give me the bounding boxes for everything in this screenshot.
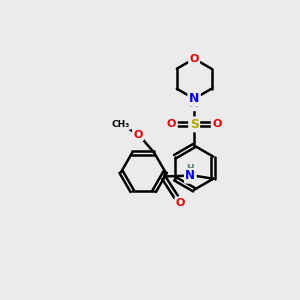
Text: O: O [176,198,185,208]
Text: CH₃: CH₃ [112,120,130,129]
Text: N: N [189,92,200,105]
Text: N: N [185,169,195,182]
Text: N: N [189,97,200,110]
Text: O: O [134,130,143,140]
Text: O: O [190,54,199,64]
Text: O: O [212,119,221,129]
Text: S: S [190,118,199,131]
Text: O: O [167,119,176,129]
Text: H: H [187,164,194,173]
